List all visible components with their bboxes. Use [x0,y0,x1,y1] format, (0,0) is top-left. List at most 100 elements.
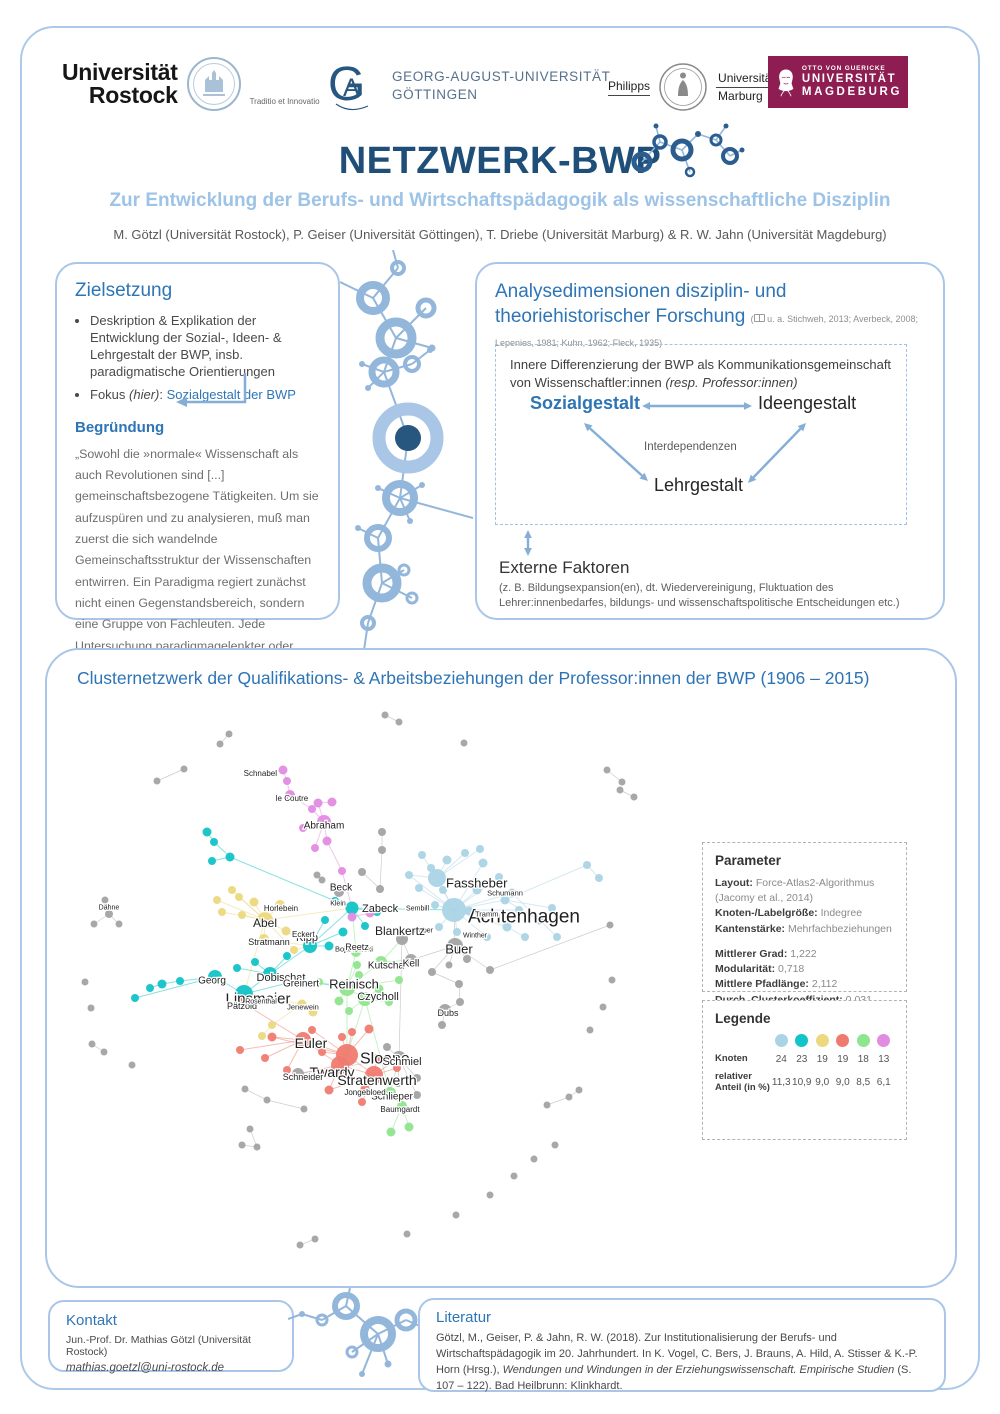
kontakt-title: Kontakt [66,1312,117,1329]
svg-text:Euler: Euler [295,1035,328,1051]
rostock-seal-icon [186,57,241,111]
cluster-share: 9,0 [835,1077,850,1089]
svg-text:Klein: Klein [330,900,346,907]
cluster-color-dot [774,1034,788,1047]
svg-text:Winther: Winther [463,932,488,939]
cluster-node-count: 19 [816,1054,828,1065]
kontakt-name: Jun.-Prof. Dr. Mathias Götzl (Universitä… [66,1334,251,1358]
inner-differenzierung-text: Innere Differenzierung der BWP als Kommu… [510,357,892,391]
svg-text:Schnabel: Schnabel [244,769,278,778]
diagram-node-ideengestalt: Ideengestalt [758,393,857,413]
parameter-line: Mittlerer Grad: 1,222 [715,947,817,960]
page-subtitle: Zur Entwicklung der Berufs- und Wirtscha… [109,190,891,211]
legend-box: Legende Knoten 24 23 19 19 18 13 relativer Ante… [702,1000,907,1140]
cluster-color-dot [836,1034,850,1047]
literatur-title: Literatur [436,1309,492,1326]
legend-title: Legende [715,1011,771,1026]
externe-faktoren-arrow-icon [524,530,532,556]
svg-text:Horlebein: Horlebein [264,904,298,913]
title-molecule-icon [631,123,745,178]
svg-text:Schumann: Schumann [487,889,523,898]
svg-text:Georg: Georg [198,976,226,987]
svg-text:Jongebloed: Jongebloed [344,1088,385,1097]
rostock-motto: Traditio et Innovatio [249,97,320,106]
marburg-name: Universität Marburg [716,70,777,103]
magdeburg-portrait-icon [778,69,794,97]
parameter-title: Parameter [715,853,782,868]
parameter-line: Knoten-/Labelgröße: Indegree [715,907,863,920]
diagram-label-interdependenzen: Interdependenzen [644,441,737,453]
cluster-node-count: 23 [796,1054,808,1065]
begruendung-arrow-icon [176,373,247,407]
panel-analysedimensionen: Analysedimensionen disziplin- und theori… [475,262,945,620]
svg-text:Kipp: Kipp [296,932,318,944]
parameter-line: Layout: Force-Atlas2-Algorithmus (Jacomy… [715,877,875,905]
cluster-share: 8,5 [856,1077,871,1089]
marburg-seal-icon [659,63,707,111]
book-icon [753,313,765,322]
panel-zielsetzung: Zielsetzung Deskription & Explikation de… [55,262,340,737]
cluster-node-count: 24 [775,1054,787,1065]
network-nodes [81,711,638,1249]
svg-text:Reinisch: Reinisch [329,977,379,992]
legend-anteil-label: relativer Anteil (in %) [715,1071,770,1093]
cluster-share: 6,1 [876,1077,891,1089]
svg-text:G: G [328,58,365,111]
svg-text:Czycholl: Czycholl [357,991,399,1003]
svg-text:Blankertz: Blankertz [375,924,425,938]
logo-marburg: Philipps Universität Marburg [608,62,777,112]
cluster-color-dot [877,1034,891,1047]
panel-literatur: Literatur Götzl, M., Geiser, P. & Jahn, … [418,1298,946,1392]
panel-clusternetzwerk: Clusternetzwerk der Qualifikations- & Ar… [45,648,957,1288]
parameter-box: Parameter Layout: Force-Atlas2-Algorithm… [702,842,907,1006]
svg-text:Tramm: Tramm [475,910,498,919]
svg-text:Dähne: Dähne [99,904,120,911]
svg-text:Reetz: Reetz [345,942,369,952]
begruendung-title: Begründung [75,418,165,436]
svg-text:Baumgardt: Baumgardt [380,1105,420,1114]
panel-kontakt: Kontakt Jun.-Prof. Dr. Mathias Götzl (Un… [48,1300,294,1374]
svg-text:Kutscha: Kutscha [368,961,405,972]
svg-text:Stratenwerth: Stratenwerth [337,1072,416,1088]
svg-text:le Coutre: le Coutre [276,794,309,803]
svg-text:Sembill: Sembill [406,905,429,912]
svg-text:Dobischat: Dobischat [257,972,306,984]
analyse-title: Analysedimensionen disziplin- und theori… [495,281,919,349]
parameter-line: Mittlere Pfadlänge: 2,112 [715,978,838,991]
svg-text:Bojanowski: Bojanowski [335,945,373,954]
parameter-line: Modularität: 0,718 [715,963,805,976]
kontakt-email: mathias.goetzl@uni-rostock.de [66,1362,225,1374]
svg-text:Abel: Abel [253,916,277,930]
svg-text:Pätzold: Pätzold [227,1001,257,1011]
svg-text:Buer: Buer [445,942,473,957]
cluster-color-dot [856,1034,870,1047]
svg-text:Zabeck: Zabeck [362,903,399,915]
cluster-node-count: 13 [878,1054,890,1065]
svg-text:Kell: Kell [403,959,420,970]
svg-text:Eckert: Eckert [292,930,315,939]
cluster-color-dot [815,1034,829,1047]
cluster-node-count: 18 [857,1054,869,1065]
cluster-share: 10,9 [792,1077,812,1089]
svg-text:Beck: Beck [330,883,353,894]
logo-goettingen: G A GEORG-AUGUST-UNIVERSITÄT GÖTTINGEN [326,54,610,116]
literatur-reference: Götzl, M., Geiser, P. & Jahn, R. W. (201… [436,1332,918,1392]
parameter-lines: Layout: Force-Atlas2-Algorithmus (Jacomy… [715,876,894,1008]
page-title: NETZWERK-BWP [338,140,662,182]
network-graph: Fassheber Achtenhagen Sembill Tramm Winther W… [81,711,638,1249]
cluster-share: 9,0 [815,1077,830,1089]
network-labels: Fassheber Achtenhagen Sembill Tramm Winther W… [97,768,581,1116]
inner-differenzierung-box: Innere Differenzierung der BWP als Kommu… [495,344,907,525]
zielsetzung-title: Zielsetzung [75,280,173,301]
svg-text:Twardy: Twardy [309,1064,354,1080]
diagram-node-lehrgestalt: Lehrgestalt [654,475,744,495]
svg-text:Greinert: Greinert [283,979,319,990]
zielsetzung-bullet-1: Deskription & Explikation der Entwicklun… [90,312,320,381]
parameter-line: Kantenstärke: Mehrfachbeziehungen [715,922,892,935]
cluster-share: 11,3 [771,1077,791,1089]
marburg-philipps: Philipps [608,79,651,96]
svg-text:Abraham: Abraham [304,821,345,832]
svg-text:Schneider: Schneider [283,1072,324,1082]
svg-text:Schmiel: Schmiel [382,1056,421,1068]
